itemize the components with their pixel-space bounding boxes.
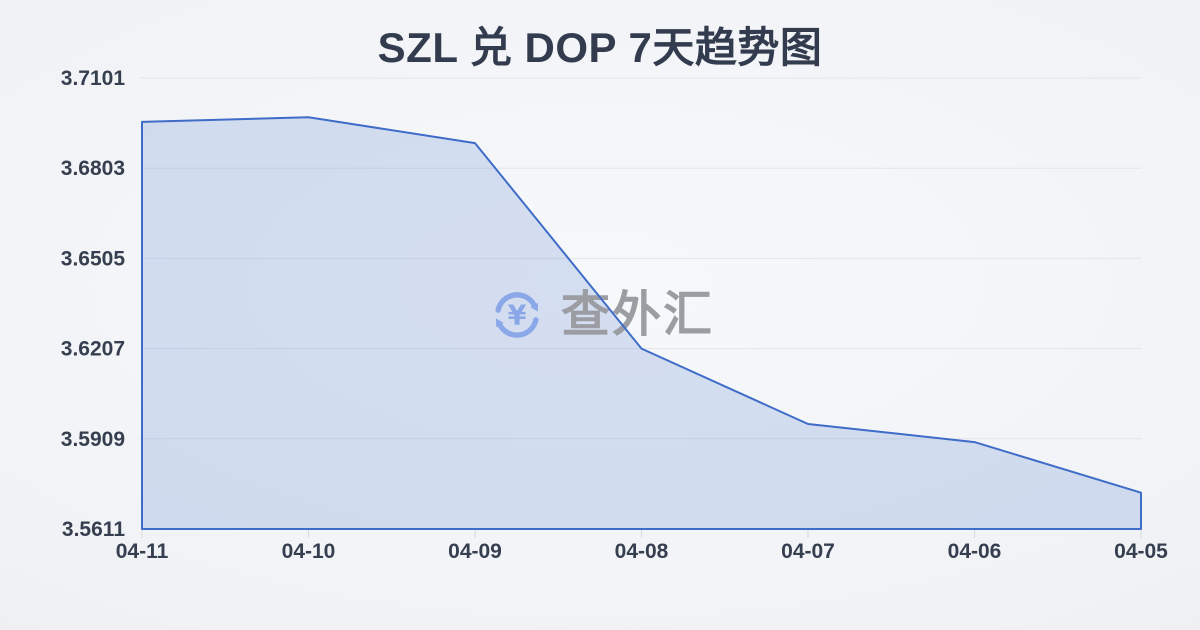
x-axis-tick-label: 04-09 xyxy=(448,540,502,563)
trend-line xyxy=(141,116,1142,530)
y-axis-tick-label: 3.5611 xyxy=(62,518,125,541)
currency-sync-icon: ¥ xyxy=(495,292,539,338)
chart-title: SZL 兑 DOP 7天趋势图 xyxy=(377,24,823,71)
watermark: ¥ 查外汇 xyxy=(486,284,714,346)
y-axis-tick-label: 3.6207 xyxy=(61,338,125,361)
x-axis-tick-label: 04-05 xyxy=(1114,540,1168,563)
y-axis-tick-label: 3.5909 xyxy=(61,428,125,451)
x-axis-tick-label: 04-07 xyxy=(781,540,835,563)
trend-area-fill xyxy=(142,117,1141,530)
y-axis-tick-label: 3.6803 xyxy=(61,157,125,180)
sync-arrow-bottom-arc xyxy=(497,317,539,338)
x-axis-tick-label: 04-11 xyxy=(116,540,169,563)
x-axis-tick-label: 04-08 xyxy=(615,540,669,563)
sync-arrowhead-left xyxy=(495,318,504,328)
yuan-symbol: ¥ xyxy=(508,301,527,332)
y-axis-tick-label: 3.7101 xyxy=(61,67,126,90)
watermark-brand-text: 查外汇 xyxy=(561,288,715,342)
x-axis-tick-label: 04-10 xyxy=(282,540,336,563)
sync-arrowhead-right xyxy=(530,302,539,312)
sync-arrow-top-arc xyxy=(495,292,537,313)
x-axis-tick-label: 04-06 xyxy=(948,540,1002,563)
y-axis-tick-label: 3.6505 xyxy=(61,247,126,270)
